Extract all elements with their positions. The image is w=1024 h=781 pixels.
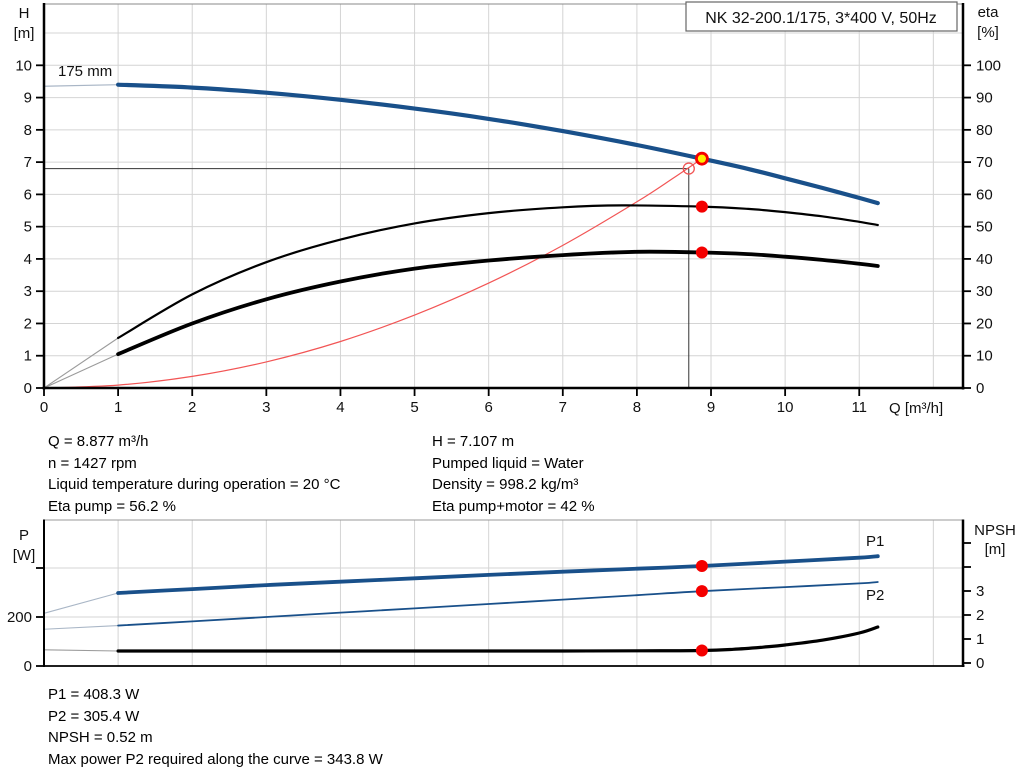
power-chart-frame <box>43 519 965 667</box>
x-tick-label: 6 <box>485 399 493 416</box>
npsh-axis-label: NPSH <box>974 522 1016 539</box>
eta-tick-label: 70 <box>976 154 993 171</box>
eta-tick-label: 20 <box>976 315 993 332</box>
pump-head-extension <box>43 84 119 87</box>
npsh-tick-label: 1 <box>976 631 984 648</box>
eta-pump-duty-marker <box>695 200 708 213</box>
info-line-p1: P1 = 408.3 W <box>48 686 140 703</box>
x-tick-label: 9 <box>707 399 715 416</box>
power-axis-label: P <box>19 527 29 544</box>
eta-tick-label: 0 <box>976 380 984 397</box>
x-tick-label: 1 <box>114 399 122 416</box>
eta-tick-label: 50 <box>976 219 993 236</box>
h-tick-label: 3 <box>24 283 32 300</box>
npsh-curve <box>116 625 880 653</box>
system-curve <box>43 158 703 389</box>
h-tick-label: 8 <box>24 122 32 139</box>
eta-tick-label: 10 <box>976 348 993 365</box>
pump-head-curve <box>116 82 880 206</box>
eta-tick-label: 100 <box>976 57 1001 74</box>
duty-markers <box>682 151 709 657</box>
info-line-n: n = 1427 rpm <box>48 454 137 472</box>
npsh-tick-label: 2 <box>976 607 984 624</box>
x-tick-label: 10 <box>777 399 794 416</box>
eta-pump-motor-extension <box>43 353 119 389</box>
head-chart-series <box>43 82 880 389</box>
h-tick-label: 4 <box>24 251 32 268</box>
x-tick-label: 2 <box>188 399 196 416</box>
head-chart-frame <box>42 3 965 390</box>
info-line-liquid: Pumped liquid = Water <box>432 454 584 472</box>
eta-axis-unit: [%] <box>977 24 999 41</box>
info-line-p2: P2 = 305.4 W <box>48 707 140 725</box>
operating-data-left: Q = 8.877 m³/h n = 1427 rpm Liquid tempe… <box>48 431 340 517</box>
info-line-density: Density = 998.2 kg/m³ <box>432 476 579 493</box>
info-line-temperature: Liquid temperature during operation = 20… <box>48 476 341 493</box>
head-axis-label: H <box>19 5 30 22</box>
npsh-axis-unit: [m] <box>985 541 1006 558</box>
power-chart-grid <box>44 520 963 666</box>
h-tick-label: 1 <box>24 348 32 365</box>
x-tick-label: 3 <box>262 399 270 416</box>
power-chart-ticks: 0 200 0 1 2 3 <box>7 542 984 675</box>
flow-axis-label: Q [m³/h] <box>889 400 943 417</box>
npsh-extension <box>43 649 119 652</box>
head-chart-grid <box>44 4 963 388</box>
eta-tick-label: 90 <box>976 90 993 107</box>
x-tick-label: 5 <box>410 399 418 416</box>
p-tick-label: 200 <box>7 609 32 626</box>
x-tick-label: 11 <box>851 399 867 416</box>
eta-tick-label: 80 <box>976 122 993 139</box>
pump-title: NK 32-200.1/175, 3*400 V, 50Hz <box>705 10 937 27</box>
h-tick-label: 0 <box>24 380 32 397</box>
p-tick-label: 0 <box>24 658 32 675</box>
power-data-block: P1 = 408.3 W P2 = 305.4 W NPSH = 0.52 m … <box>48 684 383 770</box>
p1-duty-marker <box>695 559 708 572</box>
eta-pump-curve <box>117 204 879 340</box>
duty-point-marker[interactable] <box>695 151 709 166</box>
npsh-tick-label: 3 <box>976 583 984 600</box>
h-tick-label: 6 <box>24 186 32 203</box>
h-tick-label: 10 <box>15 57 32 74</box>
h-tick-label: 7 <box>24 154 32 171</box>
p1-curve <box>116 554 880 595</box>
eta-pump-extension <box>43 337 119 389</box>
head-axis-unit: [m] <box>14 25 35 42</box>
eta-tick-label: 40 <box>976 251 993 268</box>
info-line-npsh: NPSH = 0.52 m <box>48 729 153 746</box>
h-tick-label: 9 <box>24 90 32 107</box>
power-chart-series <box>43 554 880 653</box>
pump-title-box <box>685 1 958 32</box>
info-line-eta-pump-motor: Eta pump+motor = 42 % <box>432 497 595 515</box>
eta-tick-label: 30 <box>976 283 993 300</box>
x-tick-label: 8 <box>633 399 641 416</box>
npsh-duty-marker <box>695 644 708 657</box>
power-axis-unit: [W] <box>13 547 36 564</box>
info-line-eta-pump: Eta pump = 56.2 % <box>48 497 176 515</box>
p1-curve-label: P1 <box>866 533 884 550</box>
x-tick-label: 4 <box>336 399 344 416</box>
operating-data-right: H = 7.107 m Pumped liquid = Water Densit… <box>432 431 595 517</box>
eta-pump-motor-curve <box>116 249 880 357</box>
x-tick-label: 0 <box>40 399 48 416</box>
eta-pump-motor-duty-marker <box>695 246 708 259</box>
eta-tick-label: 60 <box>976 186 993 203</box>
system-curve-marker <box>682 162 695 175</box>
eta-axis-label: eta <box>978 4 1000 21</box>
p2-curve <box>117 581 879 627</box>
impeller-diameter-label: 175 mm <box>58 63 112 80</box>
h-tick-label: 5 <box>24 219 32 236</box>
info-line-max-power: Max power P2 required along the curve = … <box>48 750 383 768</box>
p2-duty-marker <box>695 585 708 598</box>
p2-extension <box>43 625 119 630</box>
info-line-q: Q = 8.877 m³/h <box>48 433 149 450</box>
x-tick-label: 7 <box>559 399 567 416</box>
npsh-tick-label: 0 <box>976 655 984 672</box>
h-tick-label: 2 <box>24 315 32 332</box>
info-line-h: H = 7.107 m <box>432 433 515 450</box>
p2-curve-label: P2 <box>866 587 884 604</box>
head-chart-ticks: 0 1 2 3 4 5 6 7 8 9 10 1101234567891001020304050607… <box>15 57 1001 416</box>
p1-extension <box>43 592 119 614</box>
